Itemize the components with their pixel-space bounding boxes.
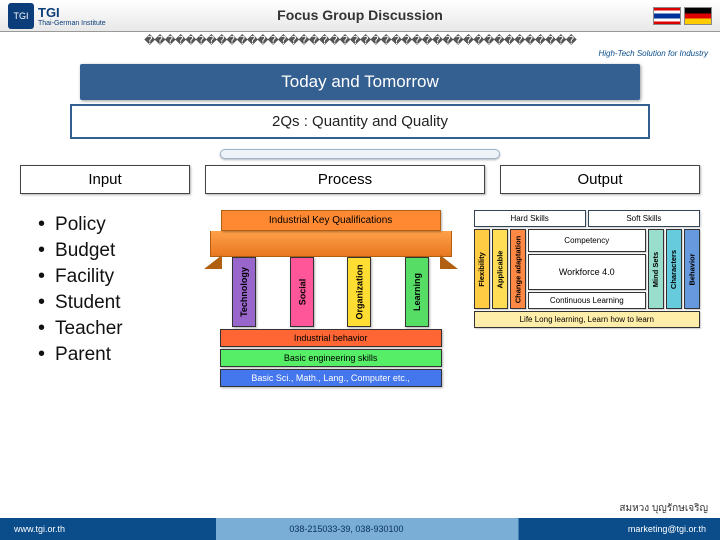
vcol: Flexibility — [474, 229, 490, 309]
vcol: Change adaptation — [510, 229, 526, 309]
footer: www.tgi.or.th 038-215033-39, 038-930100 … — [0, 518, 720, 540]
pillar: Technology — [232, 257, 256, 327]
list-item: Policy — [38, 213, 188, 236]
mid-box: Continuous Learning — [528, 292, 646, 309]
list-item: Teacher — [38, 317, 188, 340]
footer-phone: 038-215033-39, 038-930100 — [289, 524, 403, 534]
header: TGI TGI Thai-German Institute Focus Grou… — [0, 0, 720, 32]
banner-main: Today and Tomorrow — [80, 64, 640, 100]
banner-sub: 2Qs : Quantity and Quality — [70, 104, 650, 139]
skill-box: Soft Skills — [588, 210, 700, 227]
main-content: Today and Tomorrow 2Qs : Quantity and Qu… — [0, 58, 720, 410]
house-base: Basic Sci., Math., Lang., Computer etc., — [220, 369, 442, 387]
process-house: Industrial Key Qualifications Technology… — [198, 210, 464, 410]
pillars: Technology Social Organization Learning — [220, 257, 442, 327]
mid-stack: Competency Workforce 4.0 Continuous Lear… — [528, 229, 646, 309]
vcol: Behavior — [684, 229, 700, 309]
skill-box: Hard Skills — [474, 210, 586, 227]
mid-box: Competency — [528, 229, 646, 252]
roof-cap-icon — [210, 231, 452, 257]
house-base: Basic engineering skills — [220, 349, 442, 367]
output-block: Hard Skills Soft Skills Flexibility Appl… — [474, 210, 700, 328]
house-base: Industrial behavior — [220, 329, 442, 347]
vcol: Mind Sets — [648, 229, 664, 309]
list-item: Budget — [38, 239, 188, 262]
list-item: Facility — [38, 265, 188, 288]
tagline: High-Tech Solution for Industry — [0, 49, 720, 58]
mid-box: Workforce 4.0 — [528, 254, 646, 290]
pillar: Learning — [405, 257, 429, 327]
vcol: Characters — [666, 229, 682, 309]
divider-icon — [20, 149, 700, 159]
pillar: Organization — [347, 257, 371, 327]
col-output: Output — [500, 165, 700, 194]
vcol: Applicable — [492, 229, 508, 309]
house-roof: Industrial Key Qualifications — [221, 210, 441, 231]
pillar: Social — [290, 257, 314, 327]
footer-url: www.tgi.or.th — [14, 524, 65, 534]
column-headers: Input Process Output — [20, 165, 700, 194]
credit: สมหวง บุญรักษเจริญ — [619, 501, 708, 516]
input-list: Policy Budget Facility Student Teacher P… — [20, 210, 188, 369]
content-row: Policy Budget Facility Student Teacher P… — [20, 210, 700, 410]
col-input: Input — [20, 165, 190, 194]
decorative-line: ����������������������������������������… — [0, 32, 720, 49]
footer-email: marketing@tgi.or.th — [628, 524, 706, 534]
page-title: Focus Group Discussion — [0, 7, 720, 23]
list-item: Student — [38, 291, 188, 314]
list-item: Parent — [38, 343, 188, 366]
output-foot: Life Long learning, Learn how to learn — [474, 311, 700, 328]
col-process: Process — [205, 165, 485, 194]
